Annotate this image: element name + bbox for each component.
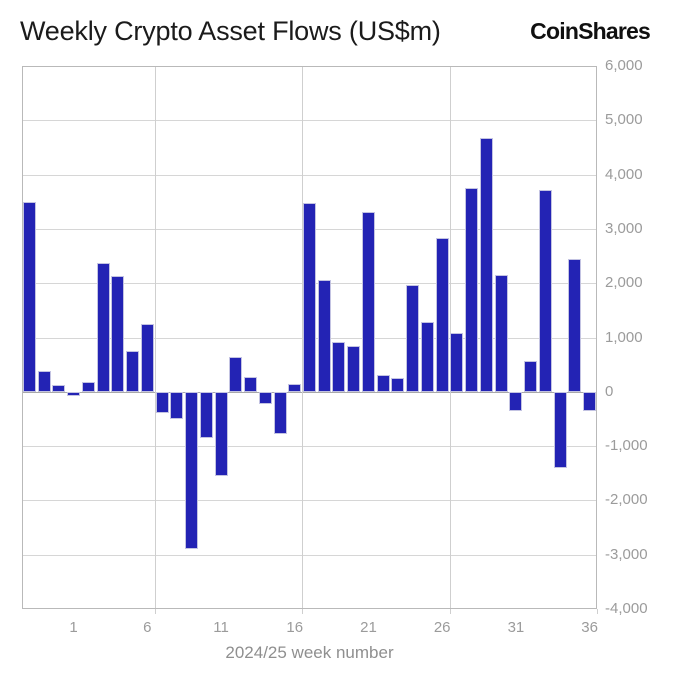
x-gridline (154, 66, 156, 614)
x-axis-tick-label: 21 (360, 619, 377, 636)
bar-week-14 (258, 391, 272, 404)
x-gridline (302, 66, 304, 614)
y-axis-tick-label: -4,000 (605, 600, 648, 617)
y-axis-tick-label: 2,000 (605, 274, 643, 292)
bar-week-12 (229, 357, 243, 392)
y-gridline (22, 120, 597, 122)
bar-week-9 (185, 391, 199, 550)
bar-week-35 (568, 258, 582, 392)
bar-week-21 (361, 211, 375, 392)
bar-week-30 (494, 274, 508, 392)
bar-week-11 (214, 391, 228, 476)
bar-week-5 (126, 350, 140, 392)
bar-week-6 (140, 324, 154, 392)
chart-title: Weekly Crypto Asset Flows (US$m) (20, 16, 441, 46)
x-axis-tick-label: 6 (143, 619, 152, 636)
bar-week-3 (96, 263, 110, 392)
bar-week-29 (479, 137, 493, 392)
y-axis-tick-label: -3,000 (605, 545, 648, 563)
x-axis-end-tick (597, 609, 598, 614)
bar-week-36 (583, 391, 597, 411)
bar-week-7 (155, 391, 169, 413)
x-gridline (449, 66, 451, 614)
x-axis-tick-label: 36 (581, 619, 598, 636)
y-gridline (22, 500, 597, 502)
y-axis-tick-label: -2,000 (605, 491, 648, 509)
x-axis-tick-label: 26 (433, 619, 451, 636)
x-axis-tick-label: 31 (507, 619, 525, 636)
bar-week-23 (391, 377, 405, 392)
y-axis-tick-label: -1,000 (605, 437, 648, 455)
x-axis-title: 2024/25 week number (225, 643, 394, 662)
coinshares-logo: CoinShares (530, 18, 651, 44)
bar-week-10 (199, 391, 213, 438)
bar-week-32 (524, 361, 538, 392)
bar-week-2 (81, 382, 95, 392)
bar-week-28 (465, 188, 479, 392)
bar-week-17 (303, 202, 316, 392)
y-axis-tick-label: 4,000 (605, 165, 643, 183)
bar-week-4 (111, 276, 125, 392)
y-gridline (22, 554, 597, 556)
bar-week-33 (538, 190, 552, 392)
x-axis-tick-label: 11 (213, 619, 229, 636)
bar-week-31 (509, 391, 523, 411)
bar-week-20 (347, 346, 361, 392)
bar-week-8 (170, 391, 184, 419)
bar-week-24 (406, 285, 420, 392)
bar-week-22 (376, 374, 390, 392)
bar-week-27 (450, 333, 464, 392)
bar-week-18 (317, 279, 331, 392)
bar-week-16 (288, 384, 302, 392)
bar-week-19 (332, 342, 346, 392)
y-axis-tick-label: 3,000 (605, 219, 643, 237)
bar-week-26 (435, 237, 449, 392)
x-axis-tick-label: 1 (69, 619, 78, 636)
bar-week-13 (244, 376, 258, 392)
bar-week-25 (420, 322, 434, 392)
plot-frame (22, 66, 597, 609)
zero-gridline (22, 391, 597, 393)
bar-week-52 (52, 385, 66, 392)
y-gridline (22, 446, 597, 448)
y-gridline (22, 174, 597, 176)
x-axis-tick-label: 16 (286, 619, 304, 636)
y-axis-tick-label: 6,000 (605, 57, 643, 74)
y-axis-tick-label: 1,000 (605, 328, 643, 346)
bar-week-34 (553, 391, 567, 469)
bar-week-51 (37, 370, 51, 392)
bar-week-50 (22, 201, 36, 392)
bar-week-1 (67, 391, 81, 396)
bar-week-15 (273, 391, 287, 435)
y-axis-tick-label: 5,000 (605, 111, 643, 129)
y-axis-tick-label: 0 (605, 382, 614, 400)
